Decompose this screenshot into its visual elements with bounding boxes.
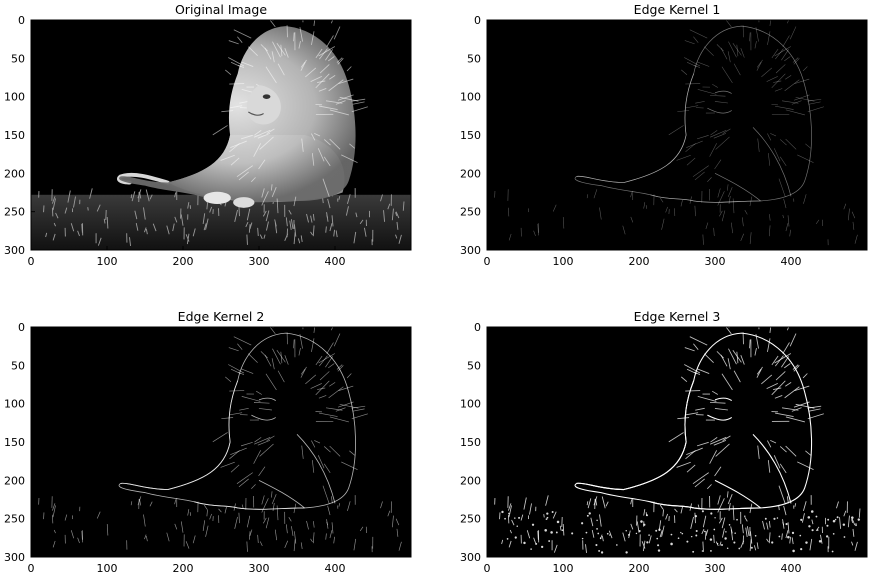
x-tick-label: 100 (553, 562, 574, 575)
x-tick-label: 0 (28, 255, 35, 268)
y-tick-label: 300 (460, 244, 481, 257)
y-tick-label: 50 (11, 359, 25, 372)
y-tick-label: 100 (4, 91, 25, 104)
x-tick-label: 0 (28, 562, 35, 575)
x-tick-label: 300 (249, 255, 270, 268)
subplot-2: Edge Kernel 1 0 100 200 300 400 0 50 100 150 200 25… (460, 2, 868, 268)
subplot-4: Edge Kernel 3 0 100 200 300 400 0 50 100 150 200 25… (460, 309, 868, 575)
lion-paw (203, 191, 231, 204)
image-area (31, 327, 411, 557)
x-tick-label: 200 (173, 255, 194, 268)
y-tick-label: 0 (474, 14, 481, 27)
y-tick-label: 250 (4, 206, 25, 219)
edge-outline (574, 25, 812, 203)
y-tick-label: 150 (460, 129, 481, 142)
x-tick-label: 300 (249, 562, 270, 575)
x-tick-label: 400 (325, 562, 346, 575)
y-tick-label: 100 (460, 398, 481, 411)
image-area (487, 327, 867, 557)
image-area (487, 20, 867, 250)
x-tick-label: 200 (629, 562, 650, 575)
image-area (31, 20, 411, 250)
subplot-title: Edge Kernel 3 (634, 309, 721, 324)
x-tick-label: 100 (97, 255, 118, 268)
x-tick-label: 100 (97, 562, 118, 575)
x-tick-label: 400 (325, 255, 346, 268)
y-tick-label: 200 (4, 474, 25, 487)
y-tick-label: 250 (4, 513, 25, 526)
x-tick-label: 100 (553, 255, 574, 268)
y-tick-label: 50 (467, 52, 481, 65)
y-tick-label: 150 (4, 436, 25, 449)
lion-mane (119, 26, 356, 203)
y-tick-label: 300 (4, 551, 25, 564)
subplot-3: Edge Kernel 2 0 100 200 300 400 0 50 100 150 200 25… (4, 309, 412, 575)
y-tick-label: 150 (460, 436, 481, 449)
y-tick-label: 0 (18, 14, 25, 27)
y-tick-label: 200 (460, 474, 481, 487)
subplot-title: Original Image (175, 2, 267, 17)
subplot-1: Original Image 0 100 200 300 400 0 50 100 150 200 2… (4, 2, 412, 268)
y-tick-label: 150 (4, 129, 25, 142)
subplot-title: Edge Kernel 2 (178, 309, 265, 324)
y-tick-label: 100 (460, 91, 481, 104)
x-tick-label: 400 (781, 562, 802, 575)
y-tick-label: 250 (460, 206, 481, 219)
x-tick-label: 0 (484, 562, 491, 575)
subplot-title: Edge Kernel 1 (634, 2, 721, 17)
x-tick-label: 200 (173, 562, 194, 575)
x-tick-label: 400 (781, 255, 802, 268)
y-tick-label: 300 (460, 551, 481, 564)
y-tick-label: 50 (467, 359, 481, 372)
y-tick-label: 200 (460, 167, 481, 180)
x-tick-label: 0 (484, 255, 491, 268)
x-tick-label: 300 (705, 255, 726, 268)
y-tick-label: 0 (18, 321, 25, 334)
y-tick-label: 0 (474, 321, 481, 334)
x-tick-label: 300 (705, 562, 726, 575)
y-tick-label: 300 (4, 244, 25, 257)
y-tick-label: 200 (4, 167, 25, 180)
y-tick-label: 50 (11, 52, 25, 65)
y-tick-label: 100 (4, 398, 25, 411)
y-tick-label: 250 (460, 513, 481, 526)
x-tick-label: 200 (629, 255, 650, 268)
